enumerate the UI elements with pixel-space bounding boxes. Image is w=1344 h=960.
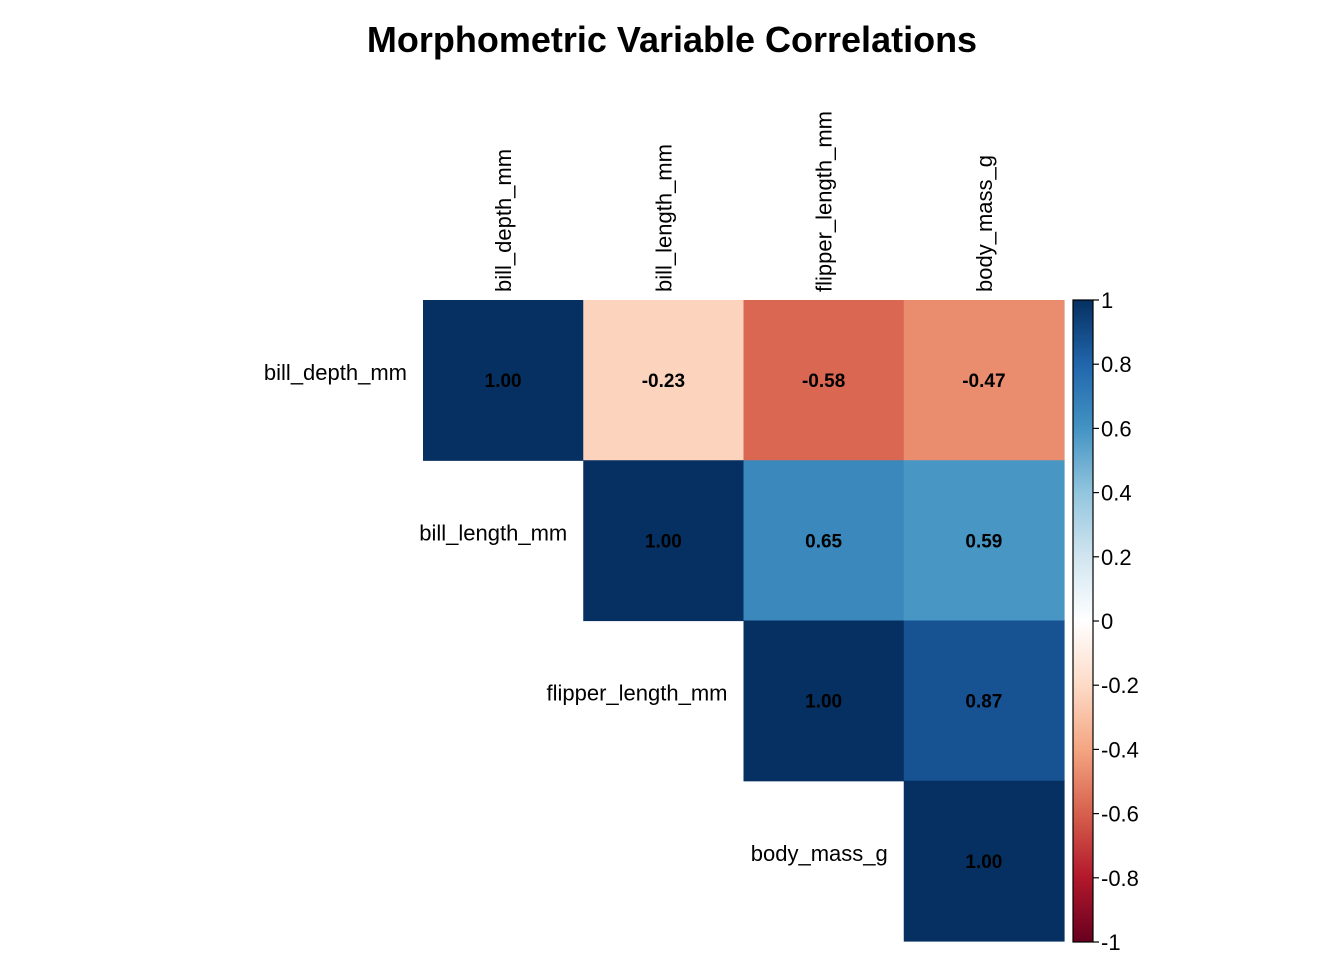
colorbar-tick-label: -0.8	[1101, 866, 1139, 891]
row-label: flipper_length_mm	[547, 681, 728, 706]
row-labels: bill_depth_mm bill_length_mm flipper_lengt…	[264, 360, 888, 866]
colorbar-tick-label: 1	[1101, 288, 1113, 313]
column-label: flipper_length_mm	[812, 111, 837, 292]
row-label: body_mass_g	[751, 841, 888, 866]
cell-value-label: -0.58	[802, 371, 845, 392]
row-label: bill_length_mm	[419, 520, 567, 545]
cell-value-label: -0.23	[642, 371, 685, 392]
colorbar-tick-label: 0	[1101, 609, 1113, 634]
heatmap-cell	[903, 620, 1065, 782]
heatmap-cell	[583, 300, 745, 461]
colorbar-gradient	[1072, 299, 1094, 943]
cell-value-label: 1.00	[805, 692, 842, 713]
colorbar-tick-label: 0.8	[1101, 352, 1132, 377]
column-labels: bill_depth_mm bill_length_mm flipper_lengt…	[491, 111, 997, 292]
colorbar-tick-label: -0.6	[1101, 802, 1139, 827]
column-label: body_mass_g	[972, 155, 997, 292]
heatmap-cell	[903, 460, 1065, 622]
cell-value-label: 0.87	[965, 692, 1002, 713]
heatmap-cell	[903, 780, 1065, 942]
cell-value-label: -0.47	[962, 371, 1005, 392]
heatmap-cells: 1.00 -0.23 -0.58 -0.47 1.00 0.65 0.59 1.00 0.87 1…	[423, 300, 1065, 942]
heatmap-cell	[903, 300, 1065, 461]
colorbar-tick-label: 0.2	[1101, 545, 1132, 570]
chart-title: Morphometric Variable Correlations	[367, 19, 977, 60]
colorbar-tick-label: 0.4	[1101, 481, 1132, 506]
cell-value-label: 0.65	[805, 531, 842, 552]
cell-value-label: 0.59	[965, 531, 1002, 552]
row-label: bill_depth_mm	[264, 360, 407, 385]
colorbar-tick-label: -0.2	[1101, 673, 1139, 698]
cell-value-label: 1.00	[965, 852, 1002, 873]
cell-value-label: 1.00	[485, 371, 522, 392]
heatmap-cell	[743, 620, 905, 782]
colorbar-tick-label: -0.4	[1101, 737, 1139, 762]
column-label: bill_length_mm	[651, 144, 676, 292]
cell-value-label: 1.00	[645, 531, 682, 552]
heatmap-cell	[423, 300, 584, 461]
colorbar-tick-label: 0.6	[1101, 416, 1132, 441]
column-label: bill_depth_mm	[491, 149, 516, 292]
heatmap-cell	[743, 460, 905, 622]
heatmap-cell	[583, 460, 745, 622]
heatmap-cell	[743, 300, 905, 461]
colorbar-tick-label: -1	[1101, 930, 1121, 955]
colorbar: 1 0.8 0.6 0.4 0.2 0 -0.2 -0.4 -0.6 -0.8 -1	[1072, 288, 1139, 955]
